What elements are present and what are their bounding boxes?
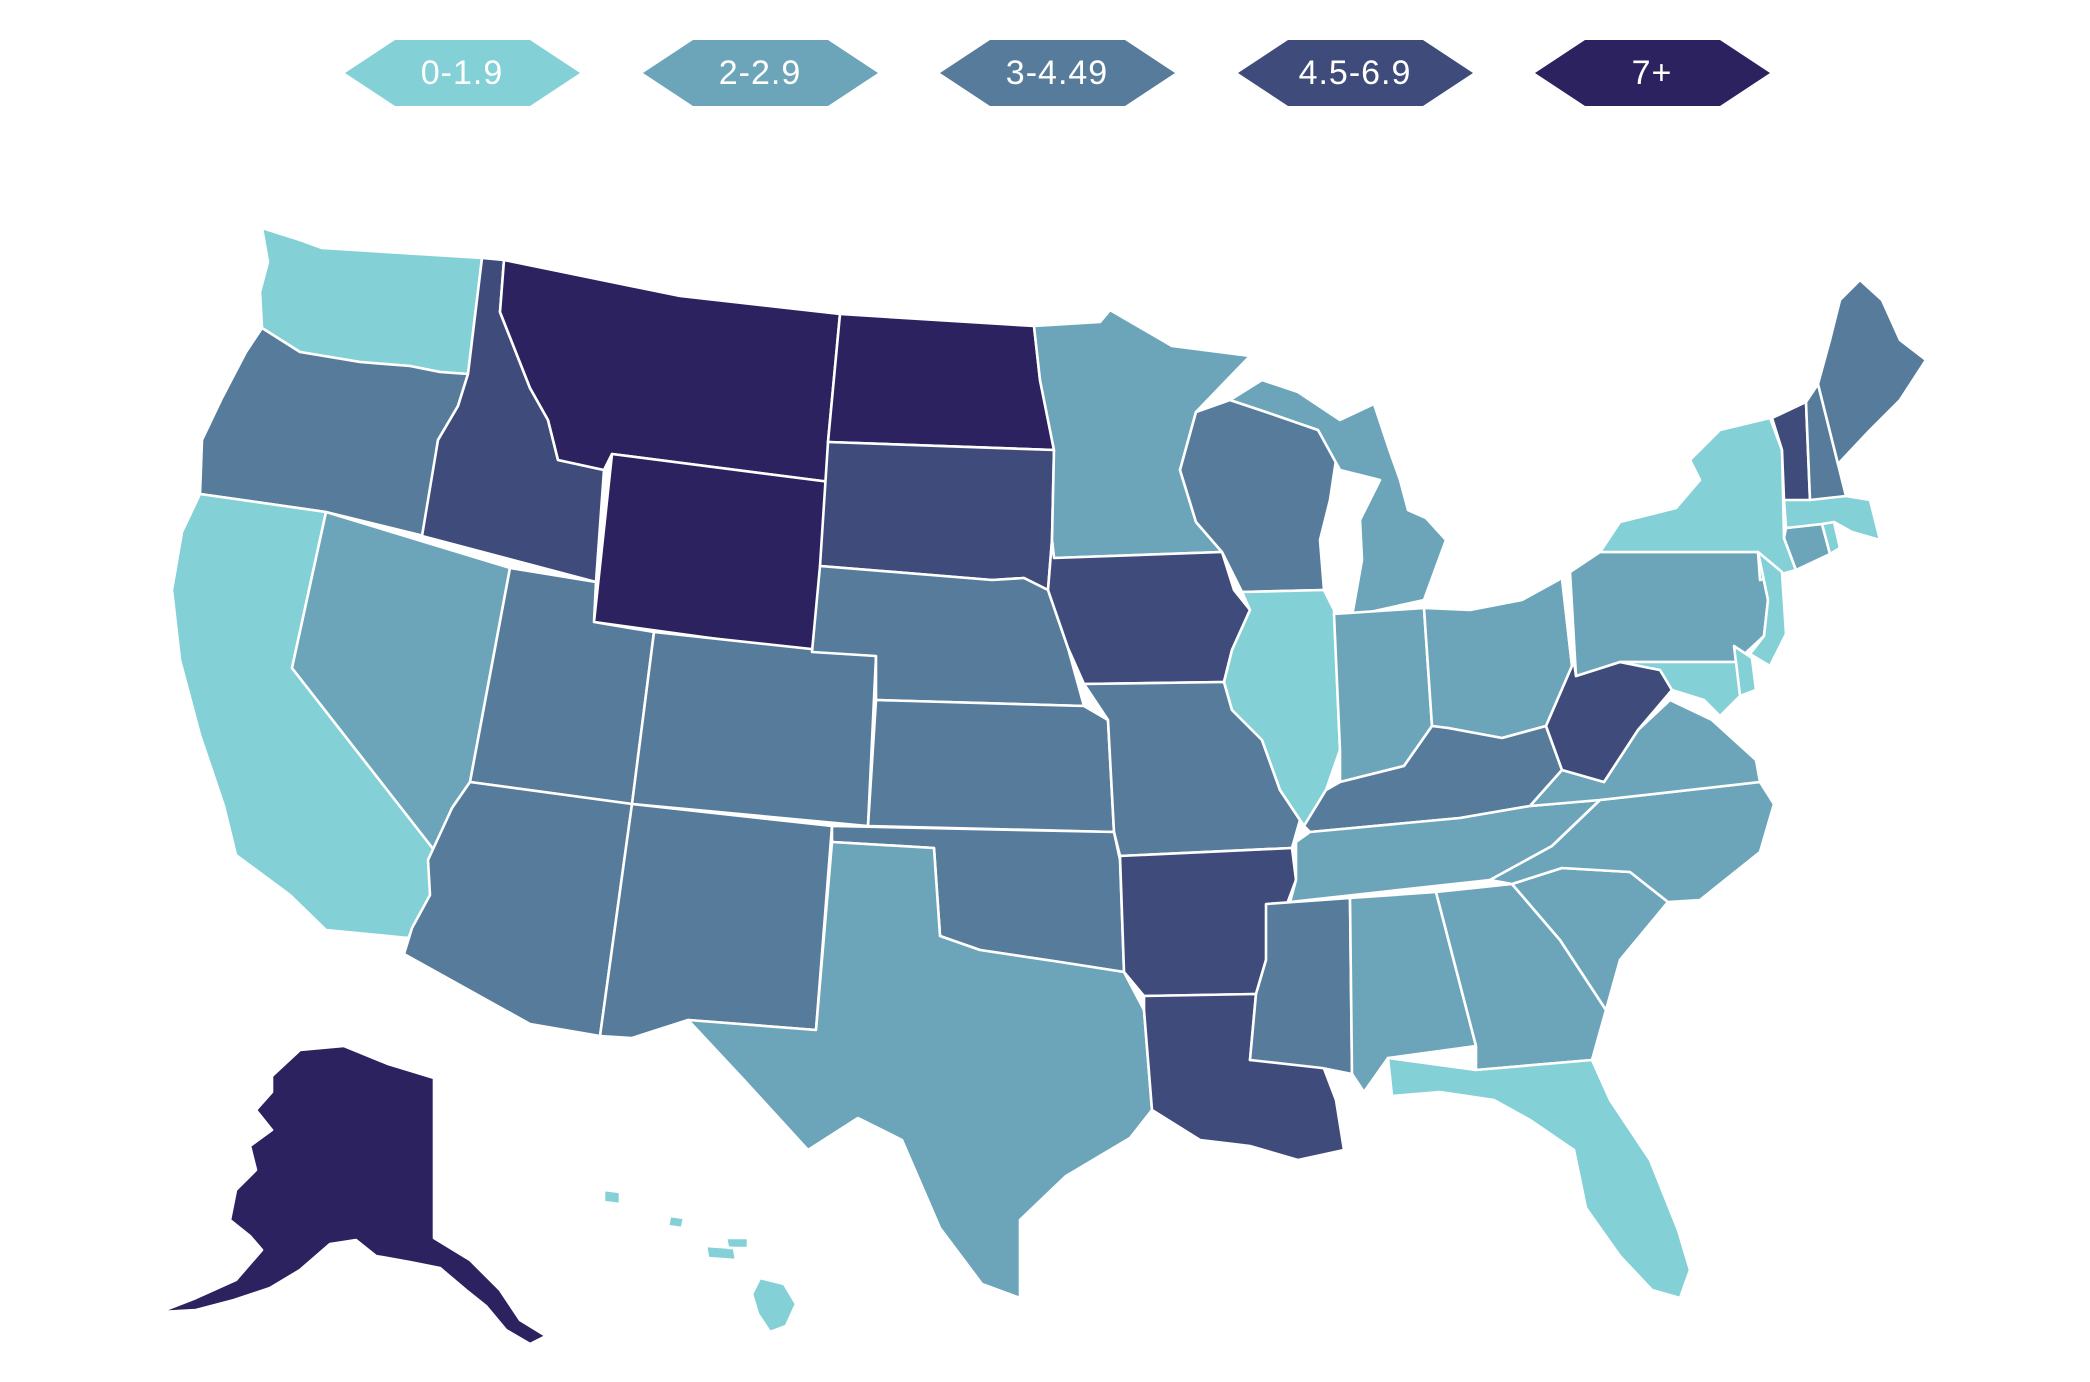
legend-item-bin-4: 7+ [1535,40,1770,106]
legend-label: 3-4.49 [1006,54,1108,92]
legend-label: 4.5-6.9 [1299,54,1412,92]
legend-item-bin-2: 3-4.49 [940,40,1175,106]
states [158,226,1928,1346]
state-ks[interactable] [866,698,1116,834]
state-ny[interactable] [1598,416,1798,582]
legend: 0-1.9 2-2.9 3-4.49 4.5-6.9 7+ [345,40,1770,106]
state-nc[interactable] [1488,780,1776,904]
state-wy[interactable] [592,452,832,654]
state-hi[interactable] [602,1188,798,1334]
state-tx[interactable] [686,840,1154,1300]
state-co[interactable] [630,630,878,828]
state-ia[interactable] [1046,538,1252,686]
legend-swatch [345,40,580,106]
state-me[interactable] [1816,278,1928,466]
state-il[interactable] [1222,588,1342,828]
legend-item-bin-3: 4.5-6.9 [1238,40,1473,106]
state-md[interactable] [1618,660,1742,718]
legend-label: 0-1.9 [421,54,504,92]
legend-item-bin-0: 0-1.9 [345,40,580,106]
state-nm[interactable] [598,802,834,1040]
legend-item-bin-1: 2-2.9 [643,40,878,106]
state-mi[interactable] [1228,378,1448,618]
state-fl[interactable] [1386,1056,1692,1300]
state-ak[interactable] [158,1044,548,1346]
legend-label: 2-2.9 [719,54,802,92]
legend-swatch [1535,40,1770,106]
state-nj[interactable] [1748,550,1788,668]
state-ms[interactable] [1248,896,1354,1076]
state-ma[interactable] [1782,494,1882,542]
state-mt[interactable] [498,258,842,484]
state-nh[interactable] [1804,382,1848,502]
state-ne[interactable] [810,564,1086,708]
state-vt[interactable] [1770,400,1812,502]
state-nd[interactable] [826,312,1056,452]
legend-swatch [1238,40,1473,106]
legend-label: 7+ [1632,54,1673,92]
legend-swatch [643,40,878,106]
legend-swatch [940,40,1175,106]
